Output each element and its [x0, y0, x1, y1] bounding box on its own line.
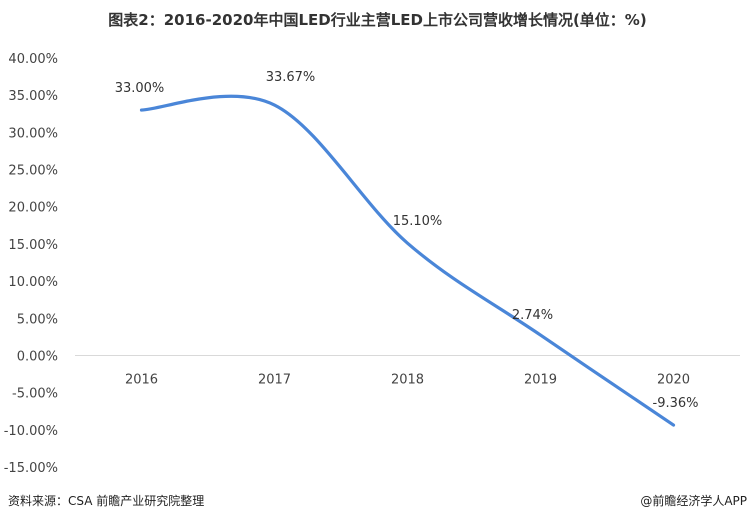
y-tick-label: -5.00%: [12, 387, 58, 402]
data-label: -9.36%: [653, 396, 699, 411]
y-tick-label: 30.00%: [8, 126, 58, 141]
y-tick-label: 35.00%: [8, 89, 58, 104]
data-label: 2.74%: [512, 308, 553, 323]
y-tick-label: 5.00%: [17, 312, 58, 327]
x-tick-label: 2017: [258, 372, 291, 387]
y-tick-label: 40.00%: [8, 52, 58, 67]
x-tick-label: 2016: [125, 372, 158, 387]
y-tick-label: 20.00%: [8, 201, 58, 216]
x-tick-label: 2019: [524, 372, 557, 387]
x-tick-label: 2020: [657, 372, 690, 387]
data-label: 33.00%: [115, 81, 165, 96]
y-tick-label: 25.00%: [8, 164, 58, 179]
x-tick-label: 2018: [391, 372, 424, 387]
y-tick-label: 15.00%: [8, 238, 58, 253]
credit-note: @前瞻经济学人APP: [640, 494, 747, 508]
y-tick-label: -10.00%: [4, 424, 58, 439]
chart-title: 图表2：2016-2020年中国LED行业主营LED上市公司营收增长情况(单位：…: [108, 11, 647, 29]
data-label: 33.67%: [266, 70, 316, 85]
data-label: 15.10%: [393, 214, 443, 229]
x-axis: 2016 2017 2018 2019 2020: [125, 372, 690, 387]
data-labels: 33.00% 33.67% 15.10% 2.74% -9.36%: [115, 70, 699, 411]
y-tick-label: 0.00%: [17, 349, 58, 364]
y-tick-label: 10.00%: [8, 275, 58, 290]
y-tick-label: -15.00%: [4, 461, 58, 476]
series-line: [139, 94, 676, 427]
y-axis: 40.00% 35.00% 30.00% 25.00% 20.00% 15.00% 10.0…: [4, 52, 58, 476]
source-note: 资料来源：CSA 前瞻产业研究院整理: [8, 494, 205, 508]
